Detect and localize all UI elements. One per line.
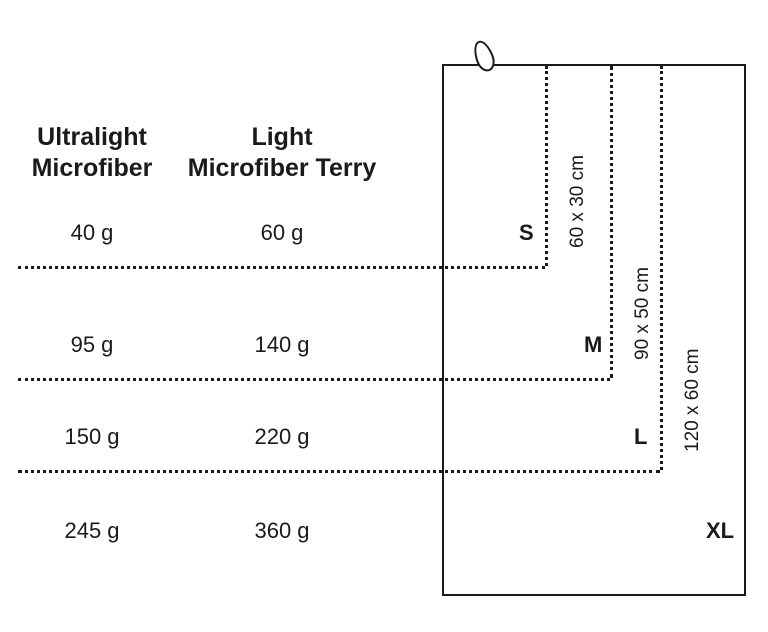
inner-vline-1 xyxy=(610,66,613,378)
weight-col2-row3: 360 g xyxy=(232,518,332,544)
size-label-M: M xyxy=(584,332,602,358)
divider-0 xyxy=(18,266,545,269)
dim-label-S: 60 x 30 cm xyxy=(567,155,589,248)
size-label-S: S xyxy=(519,220,534,246)
weight-col2-row2: 220 g xyxy=(232,424,332,450)
weight-col1-row1: 95 g xyxy=(42,332,142,358)
header-col2: Light Microfiber Terry xyxy=(172,122,392,185)
weight-col2-row0: 60 g xyxy=(232,220,332,246)
size-label-XL: XL xyxy=(706,518,734,544)
dim-label-M: 90 x 50 cm xyxy=(632,267,654,360)
outer-box-xl xyxy=(442,64,746,596)
divider-1 xyxy=(18,378,610,381)
divider-2 xyxy=(18,470,660,473)
weight-col1-row3: 245 g xyxy=(42,518,142,544)
header-col1: Ultralight Microfiber xyxy=(12,122,172,185)
size-label-L: L xyxy=(634,424,647,450)
weight-col1-row0: 40 g xyxy=(42,220,142,246)
inner-vline-2 xyxy=(660,66,663,470)
dim-label-L: 120 x 60 cm xyxy=(682,349,704,453)
weight-col1-row2: 150 g xyxy=(42,424,142,450)
weight-col2-row1: 140 g xyxy=(232,332,332,358)
inner-vline-0 xyxy=(545,66,548,266)
